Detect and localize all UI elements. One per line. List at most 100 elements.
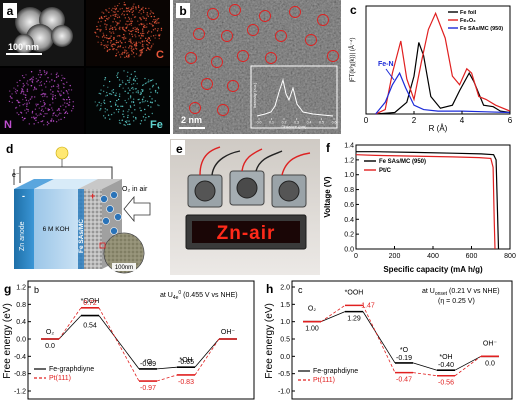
plot-frame <box>291 280 513 400</box>
legend-label: Fe₂O₃ <box>460 18 476 24</box>
intensity-profile <box>256 78 334 117</box>
condition-text: at Uonset (0.21 V vs NHE) <box>422 288 500 297</box>
wires <box>199 146 311 176</box>
panel-letter-b: b <box>179 4 186 18</box>
connector-line <box>98 315 140 370</box>
inset-tick-label: 0.5 <box>319 121 324 125</box>
x-tick-label: 4 <box>460 116 465 125</box>
y-tick-label: 0.0 <box>344 247 354 254</box>
energy-value-label: -0.65 <box>178 359 194 366</box>
x-tick-label: 800 <box>504 253 516 260</box>
state-label: OH⁻ <box>221 329 236 336</box>
inset-tick-label: 0.6 <box>332 121 337 125</box>
energy-value-label: -0.97 <box>140 385 156 392</box>
series-line-1 <box>375 11 511 115</box>
y-tick-label: -1.0 <box>278 389 290 396</box>
fe-n-annotation: Fe-N <box>378 61 394 68</box>
atom-marker <box>227 80 239 92</box>
x-axis-label: R (Å) <box>429 124 448 133</box>
connector-line <box>156 366 178 370</box>
inset-tick-label: 0.4 <box>307 121 312 125</box>
cathode-label: Fe SAs/MC <box>78 219 85 253</box>
panel-c: c 0 2 4 6 Fe foil Fe₂O₃ Fe SAs/MC (950) R (Å)… <box>344 0 516 134</box>
connector-line <box>320 311 346 323</box>
state-label: *O <box>400 347 409 354</box>
fe-n-arrow <box>385 68 395 81</box>
svg-text:+: + <box>90 191 95 201</box>
atom-marker <box>193 28 205 40</box>
free-energy-diagram-g: g b at U4e0 (0.455 V vs NHE) O₂ *OOH *O *OH… <box>2 280 255 400</box>
panel-b-graphic: 0.0 0.1 0.2 0.3 0.4 0.5 0.6 Distance (nm) Inte… <box>173 0 341 134</box>
legend-label: Fe-graphdiyne <box>313 368 358 375</box>
koh-electrolyte <box>34 189 78 269</box>
state-label: O₂ <box>46 329 54 336</box>
legend-label: Fe foil <box>460 10 477 16</box>
sem-inset-scale: 100nm <box>115 265 133 271</box>
connector-line <box>362 305 396 373</box>
atom-marker <box>317 14 329 26</box>
y-tick-label: 0.0 <box>16 337 26 344</box>
inset-tick-label: 0.2 <box>282 121 287 125</box>
y-tick-label: 0.4 <box>344 217 354 224</box>
connector-line <box>454 355 482 371</box>
plot-frame <box>365 5 511 115</box>
n-map-dots <box>8 69 75 126</box>
inset-tick-label: 0.1 <box>269 121 274 125</box>
atom-marker <box>275 30 287 42</box>
n-map-label: N <box>4 119 12 131</box>
panel-d: d e⁻ Zn anode 6 M KOH Fe SAs/MC - + O₂ i… <box>0 139 168 275</box>
panel-a-graphic: a 100 nm C N Fe <box>0 0 170 134</box>
atom-marker <box>289 6 301 18</box>
y-axis-label: |FT(k³χ(k))| (Å⁻⁴) <box>349 38 356 83</box>
atom-marker <box>189 102 201 114</box>
state-label: OH⁻ <box>483 340 498 347</box>
discharge-chart: f 0 200 400 600 8000.00.20.40.60.81.01.21.4 … <box>323 141 516 274</box>
fe-map <box>86 68 170 134</box>
state-label: *O <box>144 359 153 366</box>
y-tick-label: 1.2 <box>16 285 26 292</box>
legend-label: Pt/C <box>379 168 392 174</box>
condition-text: at U4e0 (0.455 V vs NHE) <box>160 290 238 301</box>
y-tick-label: 0.6 <box>344 202 354 209</box>
y-tick-label: 1.2 <box>344 157 354 164</box>
sub-letter: c <box>298 285 303 295</box>
energy-value-label: 0.72 <box>83 300 97 307</box>
y-tick-label: 0.2 <box>344 232 354 239</box>
panel-b: 0.0 0.1 0.2 0.3 0.4 0.5 0.6 Distance (nm) Inte… <box>173 0 341 134</box>
panel-letter-d: d <box>6 142 13 156</box>
energy-value-label: -0.19 <box>396 355 412 362</box>
connector-line <box>454 356 482 377</box>
x-tick-label: 6 <box>508 116 513 125</box>
y-tick-label: -0.4 <box>14 354 26 361</box>
zn-anode-label: Zn anode <box>19 221 26 251</box>
energy-value-label: 1.47 <box>361 302 375 309</box>
y-tick-label: 0.8 <box>16 302 26 309</box>
fe-map-label: Fe <box>150 119 163 131</box>
inset-tick-label: 0.3 <box>294 121 299 125</box>
series-line-0 <box>356 151 500 250</box>
y-tick-label: 1.4 <box>344 143 354 150</box>
single-atom-circles <box>185 4 339 116</box>
x-tick-label: 200 <box>389 253 401 260</box>
device-photo: Zn-air e <box>170 139 320 275</box>
y-tick-label: 1.5 <box>280 302 290 309</box>
state-label: *OH <box>439 354 452 361</box>
state-label: *OOH <box>345 289 364 296</box>
panel-g: g b at U4e0 (0.455 V vs NHE) O₂ *OOH *O *OH… <box>0 279 258 407</box>
fe-map-dots <box>94 70 160 126</box>
energy-value-label: -0.56 <box>438 380 454 387</box>
panel-letter-e: e <box>176 142 183 156</box>
legend-label: Fe SAs/MC (950) <box>460 26 503 32</box>
legend-label: Pt(111) <box>313 377 335 384</box>
y-tick-label: 0.0 <box>280 354 290 361</box>
circuit-wire <box>19 166 113 183</box>
atom-marker <box>185 52 197 64</box>
x-tick-label: 2 <box>412 116 417 125</box>
y-axis-label: Free energy (eV) <box>2 303 13 379</box>
atom-marker <box>201 78 213 90</box>
legend-label: Fe-graphdiyne <box>49 366 94 373</box>
energy-value-label: 0.54 <box>83 323 97 330</box>
y-axis-label: Free energy (eV) <box>264 303 275 379</box>
panel-letter-g: g <box>4 282 11 296</box>
y-tick-label: 1.0 <box>344 172 354 179</box>
